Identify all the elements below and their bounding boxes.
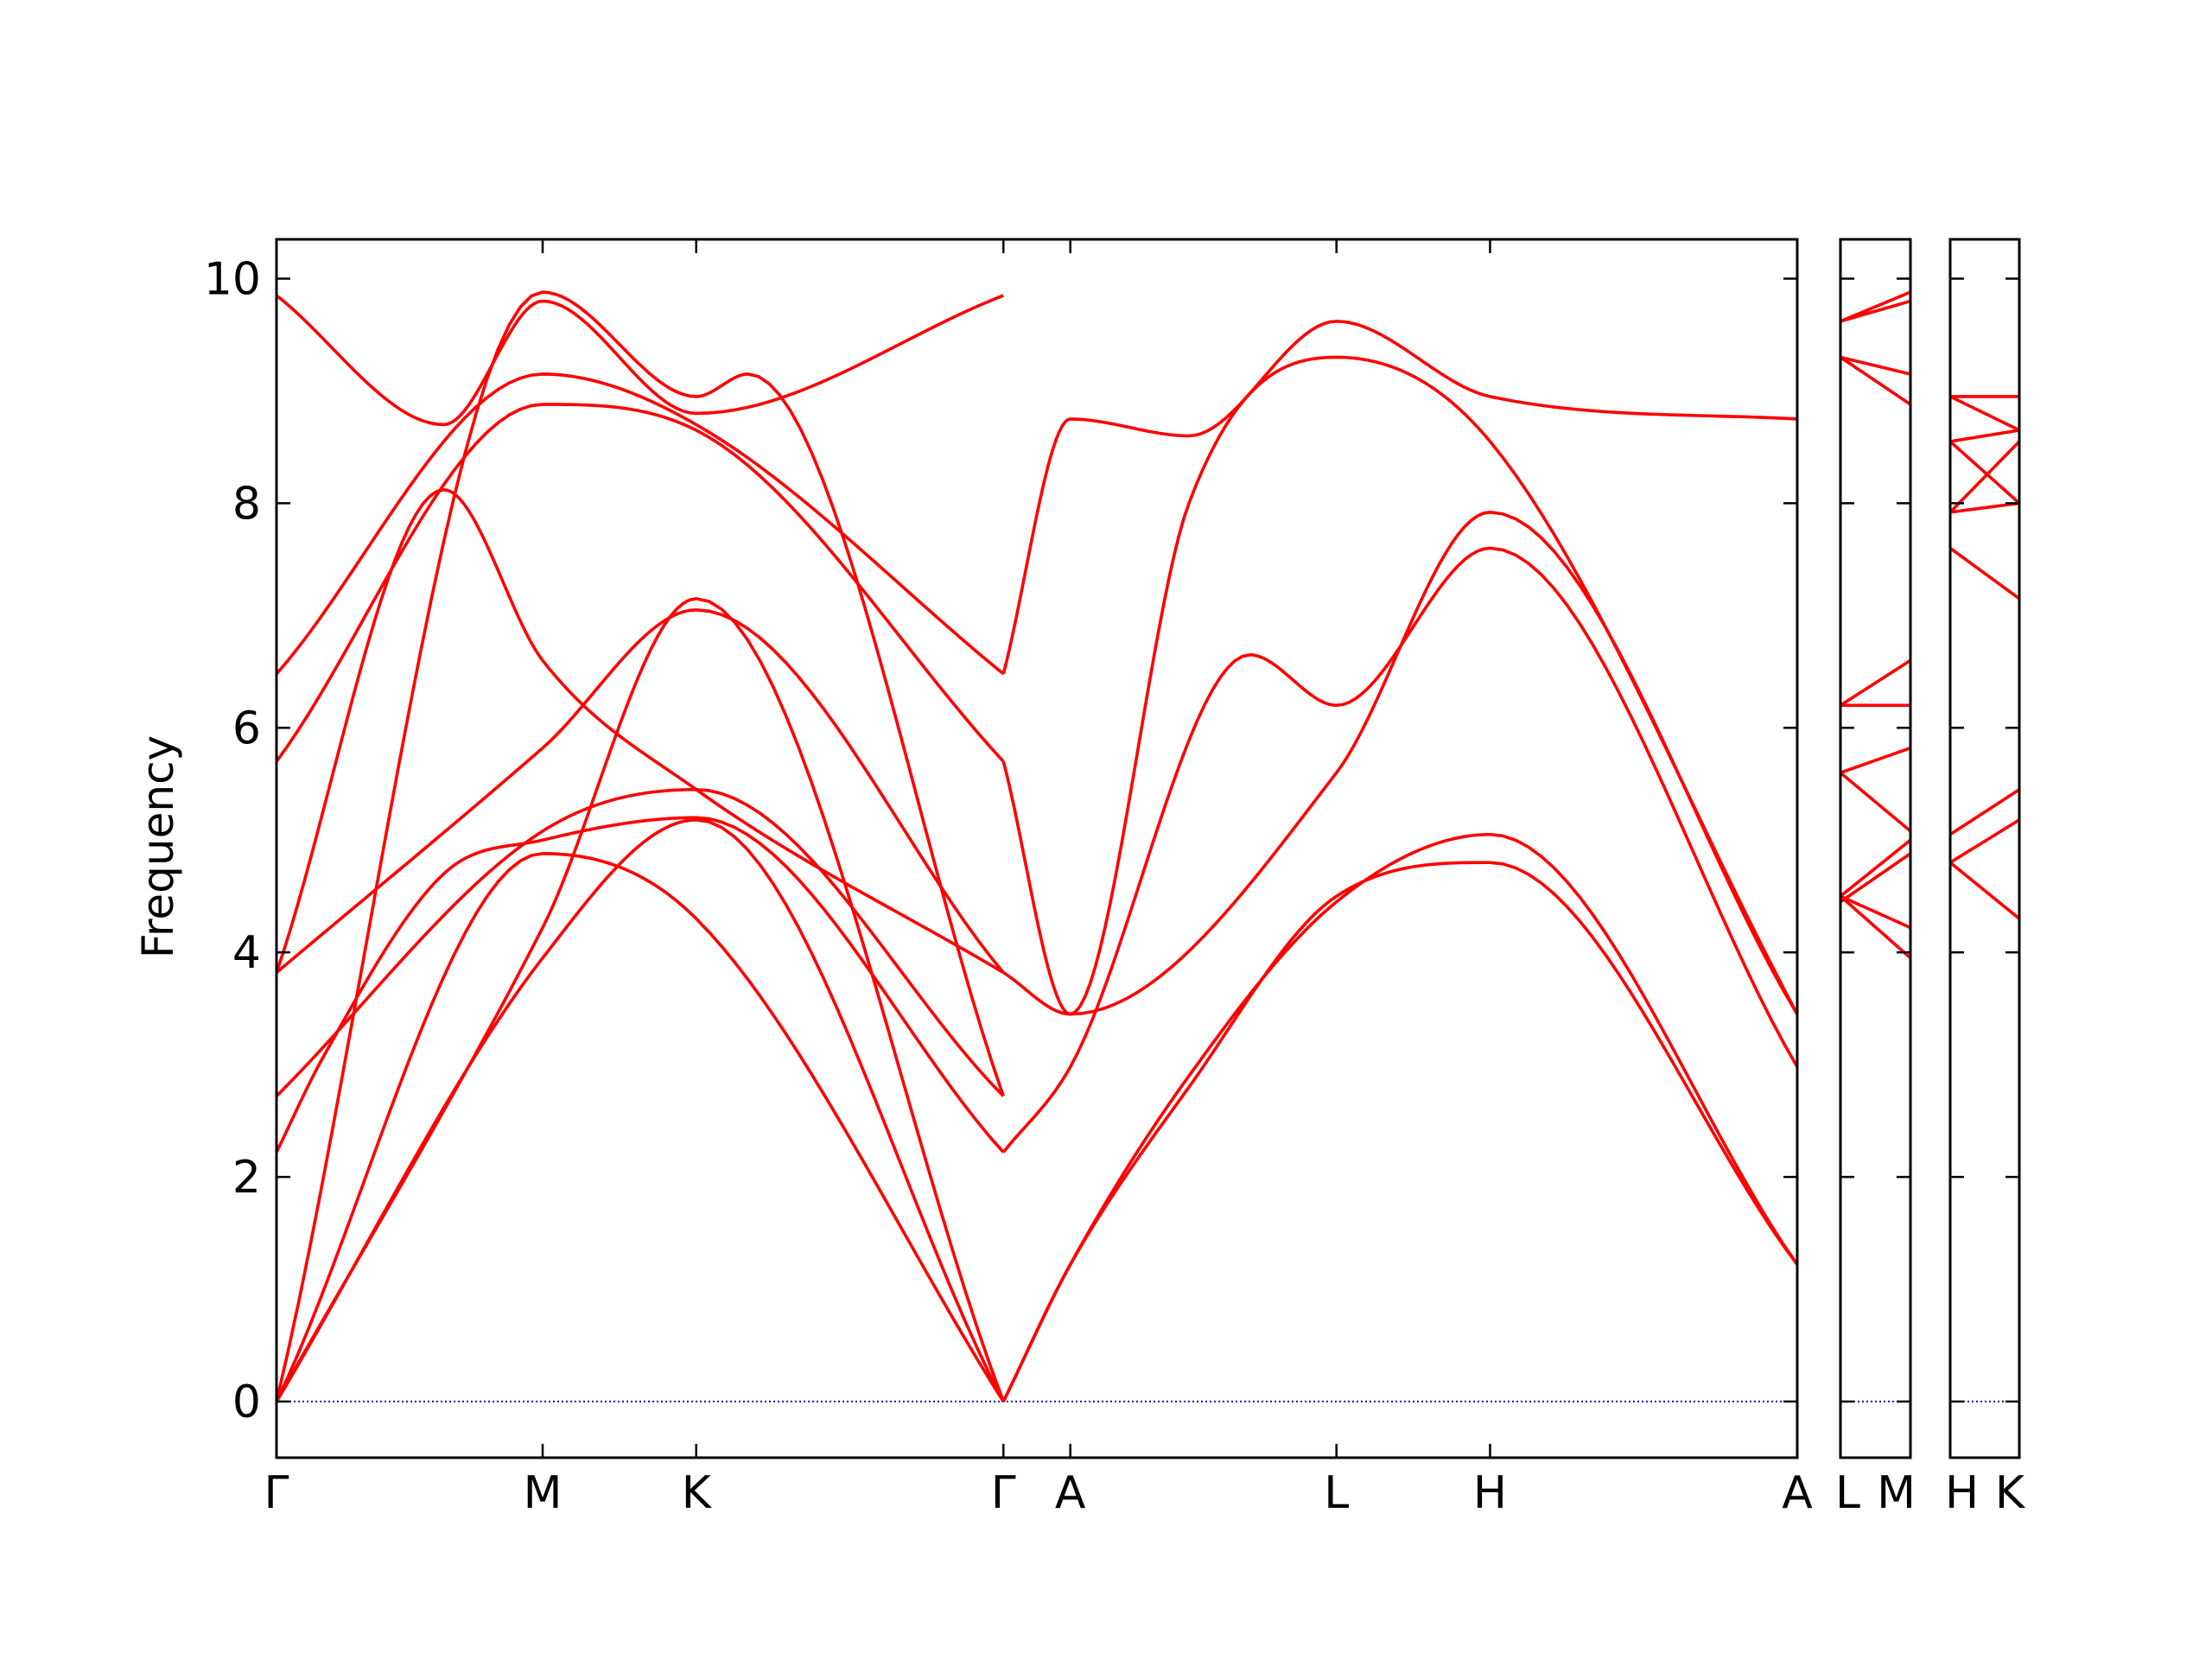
band-main-16 — [1001, 320, 1797, 675]
band-main-15 — [1001, 355, 1797, 1016]
band-main-1 — [276, 597, 1005, 1402]
band-L-M-11 — [1840, 290, 1910, 323]
bands-L-M — [1840, 290, 1910, 960]
band-L-M-1 — [1840, 894, 1910, 930]
band-main-3 — [276, 816, 1005, 1154]
band-H-K-2 — [1950, 788, 2019, 836]
xtick-label-main-5: L — [1324, 1467, 1349, 1519]
band-main-12 — [1001, 832, 1797, 1402]
band-L-M-0 — [1840, 894, 1910, 960]
xtick-label-main-1: M — [524, 1467, 563, 1519]
phonon-bands — [276, 290, 2019, 1402]
xtick-label-main-4: A — [1055, 1467, 1086, 1519]
y-axis-ticks: 0 2 4 6 8 10 — [204, 253, 2019, 1428]
ytick-label-4: 4 — [232, 927, 261, 979]
panel-frame-H-K — [1948, 238, 2021, 1459]
ytick-label-2: 2 — [232, 1152, 261, 1204]
band-L-M-3 — [1840, 838, 1910, 898]
xtick-label-main-7: A — [1782, 1467, 1813, 1519]
ytick-label-6: 6 — [232, 702, 261, 754]
band-H-K-7 — [1950, 395, 2019, 432]
ytick-label-10: 10 — [204, 253, 261, 305]
xtick-label-H-K-1: K — [1995, 1467, 2026, 1519]
band-main-5 — [276, 608, 1005, 974]
band-H-K-9 — [1950, 440, 2019, 514]
ytick-label-0: 0 — [232, 1376, 261, 1428]
band-L-M-9 — [1840, 355, 1910, 376]
band-main-10 — [276, 290, 1005, 1402]
xtick-label-main-6: H — [1473, 1467, 1507, 1519]
band-main-4 — [276, 787, 1005, 1097]
band-L-M-2 — [1840, 852, 1910, 904]
xtick-label-L-M-1: M — [1877, 1467, 1916, 1519]
bands-H-K — [1950, 395, 2019, 920]
panel-frame-main — [275, 238, 1799, 1459]
band-H-K-3 — [1950, 546, 2019, 601]
band-L-M-7 — [1840, 658, 1910, 707]
band-H-K-6 — [1950, 429, 2019, 443]
xtick-label-main-2: K — [682, 1467, 713, 1519]
band-main-7 — [276, 403, 1005, 763]
band-L-M-5 — [1840, 746, 1910, 774]
xtick-label-L-M-0: L — [1835, 1467, 1860, 1519]
band-main-11 — [1001, 861, 1797, 1402]
band-main-0 — [276, 818, 1005, 1402]
panel-frames — [275, 238, 2021, 1459]
band-H-K-1 — [1950, 818, 2019, 864]
band-H-K-4 — [1950, 501, 2019, 514]
band-H-K-5 — [1950, 440, 2019, 505]
band-L-M-8 — [1840, 355, 1910, 406]
xtick-label-main-0: Γ — [264, 1467, 289, 1519]
ytick-label-8: 8 — [232, 478, 261, 530]
band-H-K-0 — [1950, 861, 2019, 920]
band-L-M-4 — [1840, 771, 1910, 833]
y-axis-label: Frequency — [133, 735, 183, 958]
xtick-label-main-3: Γ — [991, 1467, 1016, 1519]
xtick-label-H-K-0: H — [1945, 1467, 1979, 1519]
band-main-9 — [276, 294, 1004, 427]
band-main-6 — [276, 488, 1005, 975]
panel-frame-L-M — [1839, 238, 1912, 1459]
bands-main — [276, 290, 1797, 1402]
band-main-2 — [276, 852, 1005, 1402]
band-main-8 — [276, 372, 1005, 676]
band-main-13 — [1001, 546, 1797, 1154]
